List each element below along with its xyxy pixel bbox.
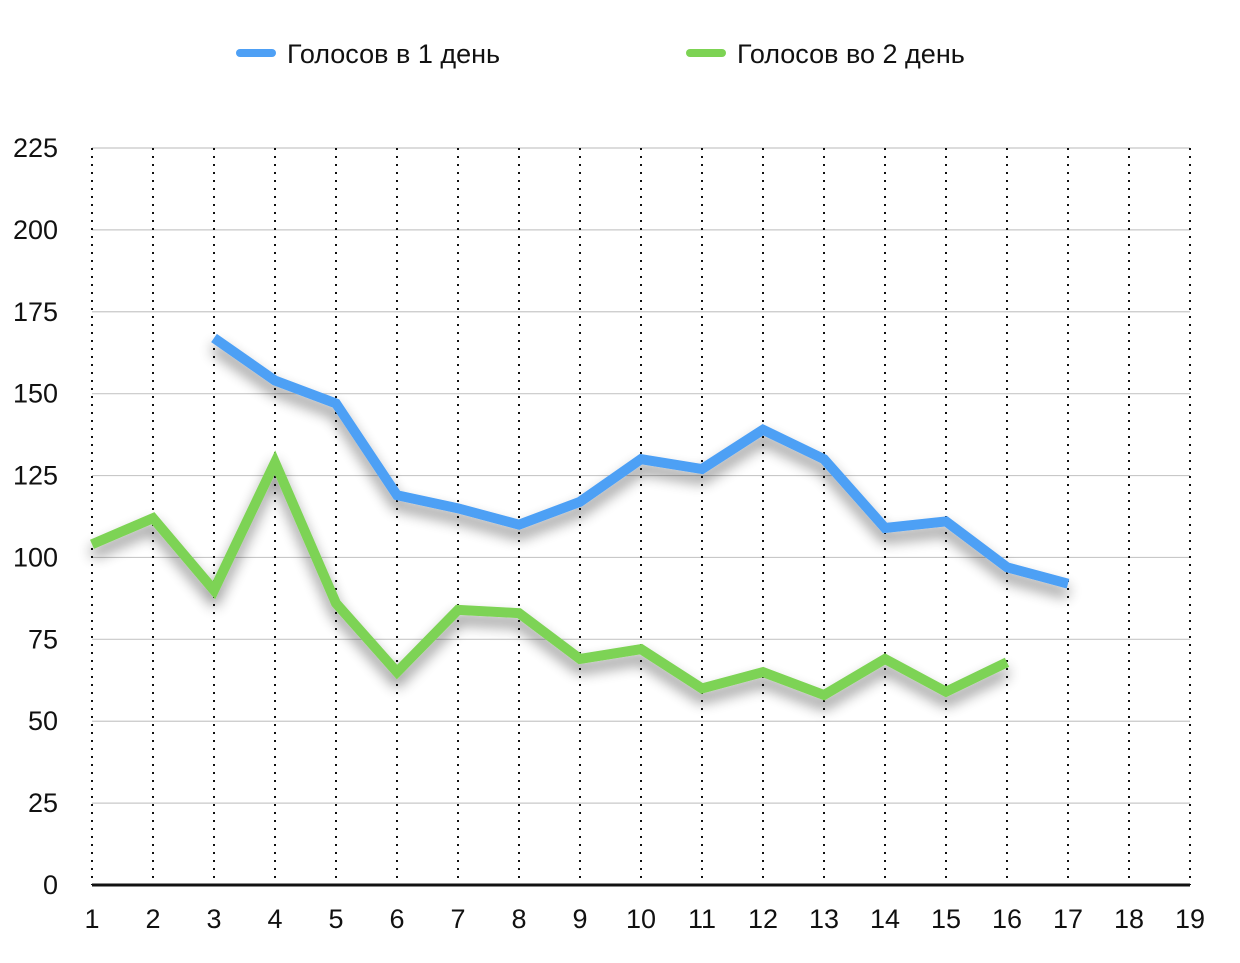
x-tick-label: 12 [748,904,778,934]
legend: Голосов в 1 день Голосов во 2 день [236,39,965,69]
legend-item-2: Голосов во 2 день [686,39,965,69]
x-tick-label: 1 [84,904,99,934]
x-tick-label: 18 [1114,904,1144,934]
x-tick-label: 16 [992,904,1022,934]
x-tick-label: 14 [870,904,900,934]
data-point [823,458,826,461]
y-tick-label: 25 [28,788,58,818]
data-point [518,612,521,615]
grid [91,147,1191,885]
x-tick-label: 19 [1175,904,1205,934]
data-point [640,648,643,651]
data-point [335,402,338,405]
data-point [579,657,582,660]
y-tick-label: 125 [13,461,58,491]
y-tick-label: 225 [13,133,58,163]
data-point [945,520,948,523]
data-point [884,657,887,660]
y-tick-label: 75 [28,624,58,654]
x-tick-label: 9 [572,904,587,934]
y-tick-label: 200 [13,215,58,245]
data-point [213,589,216,592]
data-point [457,507,460,510]
data-point [762,428,765,431]
legend-label: Голосов во 2 день [737,39,965,69]
x-tick-label: 8 [511,904,526,934]
data-point [1006,566,1009,569]
series-line-2 [90,450,1010,701]
x-tick-label: 13 [809,904,839,934]
data-point [640,458,643,461]
data-point [91,543,94,546]
x-tick-label: 6 [389,904,404,934]
x-tick-label: 2 [145,904,160,934]
data-point [396,494,399,497]
y-tick-label: 150 [13,379,58,409]
legend-label: Голосов в 1 день [287,39,500,69]
data-point [213,336,216,339]
data-point [335,602,338,605]
data-point [884,526,887,529]
data-point [823,694,826,697]
x-tick-label: 3 [206,904,221,934]
x-tick-label: 17 [1053,904,1083,934]
data-point [457,608,460,611]
legend-item-1: Голосов в 1 день [236,39,500,69]
x-tick-label: 7 [450,904,465,934]
x-tick-label: 4 [267,904,282,934]
series-2 [90,450,1010,701]
data-point [518,523,521,526]
data-point [1067,582,1070,585]
series-lines [90,333,1070,701]
data-point [396,671,399,674]
data-point [152,517,155,520]
data-point [945,690,948,693]
y-tick-label: 50 [28,706,58,736]
y-tick-label: 0 [43,870,58,900]
data-point [762,671,765,674]
x-tick-label: 5 [328,904,343,934]
data-point [701,687,704,690]
series-1 [211,333,1070,589]
data-point [274,379,277,382]
data-point [1006,661,1009,664]
x-tick-label: 11 [688,904,716,934]
y-tick-label: 175 [13,297,58,327]
data-point [274,461,277,464]
y-tick-label: 100 [13,542,58,572]
data-point [701,468,704,471]
data-point [579,500,582,503]
series-line-1 [211,333,1070,589]
x-tick-label: 10 [626,904,656,934]
x-tick-label: 15 [931,904,961,934]
